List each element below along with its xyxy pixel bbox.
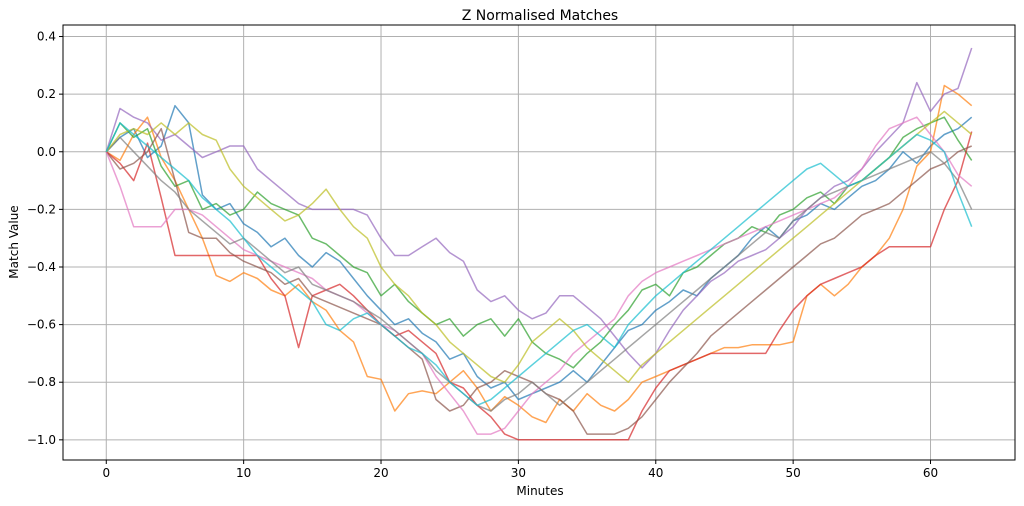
chart-title: Z Normalised Matches <box>462 8 618 24</box>
y-tick-label: −0.2 <box>27 202 56 216</box>
y-tick-label: 0.2 <box>37 87 56 101</box>
y-axis-label: Match Value <box>7 205 21 278</box>
y-axis-ticks: 0.4 0.2 0.0 −0.2 −0.4 −0.6 −0.8 −1.0 <box>27 30 63 447</box>
y-tick-label: −0.6 <box>27 318 56 332</box>
x-tick-label: 10 <box>236 466 251 480</box>
x-tick-label: 0 <box>102 466 110 480</box>
series-line-10 <box>105 122 973 407</box>
y-tick-label: −0.4 <box>27 260 56 274</box>
y-tick-label: −1.0 <box>27 433 56 447</box>
y-gridlines <box>63 36 1015 441</box>
x-axis-label: Minutes <box>516 484 563 498</box>
series-line-5 <box>105 47 973 369</box>
y-tick-label: −0.8 <box>27 375 56 389</box>
y-tick-label: 0.0 <box>37 145 56 159</box>
series-line-8 <box>105 136 973 412</box>
series-line-4 <box>105 131 973 441</box>
plot-frame <box>62 24 1016 461</box>
x-tick-label: 40 <box>648 466 663 480</box>
series-line-3 <box>105 116 973 369</box>
series-line-1 <box>105 104 973 401</box>
x-tick-label: 20 <box>373 466 388 480</box>
x-tick-label: 60 <box>923 466 938 480</box>
series-line-9 <box>105 110 973 383</box>
x-gridlines <box>105 25 932 460</box>
x-tick-label: 30 <box>511 466 526 480</box>
x-axis-ticks: 0 10 20 30 40 50 60 <box>102 460 938 480</box>
y-tick-label: 0.4 <box>37 30 56 44</box>
series-line-2 <box>105 84 973 424</box>
series-lines <box>105 47 973 441</box>
x-tick-label: 50 <box>786 466 801 480</box>
